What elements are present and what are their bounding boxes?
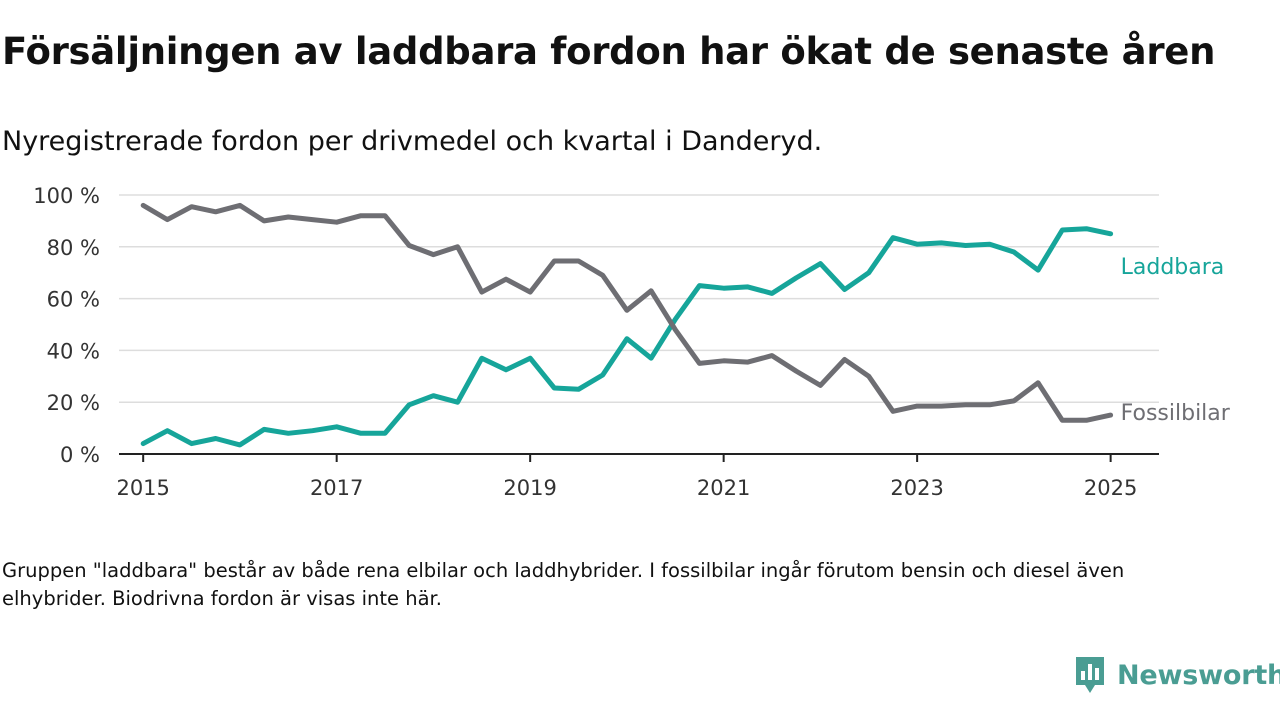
newsworthy-logo-icon bbox=[1076, 657, 1104, 693]
series-line-fossilbilar bbox=[140, 202, 1114, 423]
brand-name: Newsworthy bbox=[1117, 659, 1280, 691]
x-tick-label: 2023 bbox=[890, 476, 943, 500]
chart-subtitle: Nyregistrerade fordon per drivmedel och … bbox=[2, 126, 823, 157]
x-tick-label: 2017 bbox=[310, 476, 363, 500]
axes bbox=[119, 453, 1159, 462]
y-tick-label: 0 % bbox=[60, 443, 100, 467]
y-tick-label: 60 % bbox=[47, 288, 100, 312]
x-tick-label: 2015 bbox=[116, 476, 169, 500]
x-tick-label: 2025 bbox=[1084, 476, 1137, 500]
series-lines bbox=[140, 202, 1114, 448]
x-tick-label: 2019 bbox=[503, 476, 556, 500]
labels: 0 % 20 % 40 % 60 % 80 % 100 % 2015 2017 2019 2021… bbox=[33, 184, 1230, 500]
y-tick-label: 80 % bbox=[47, 236, 100, 260]
y-tick-label: 100 % bbox=[33, 184, 100, 208]
y-tick-label: 40 % bbox=[47, 339, 100, 363]
y-tick-label: 20 % bbox=[47, 391, 100, 415]
series-label-fossilbilar: Fossilbilar bbox=[1121, 401, 1231, 426]
series-label-laddbara: Laddbara bbox=[1121, 255, 1225, 280]
brand-logo[interactable]: Newsworthy bbox=[1073, 655, 1280, 695]
x-tick-label: 2021 bbox=[697, 476, 750, 500]
chart-footnote: Gruppen "laddbara" består av både rena e… bbox=[2, 559, 1125, 610]
chart-title: Försäljningen av laddbara fordon har öka… bbox=[2, 30, 1216, 73]
series-line-laddbara bbox=[140, 226, 1114, 448]
